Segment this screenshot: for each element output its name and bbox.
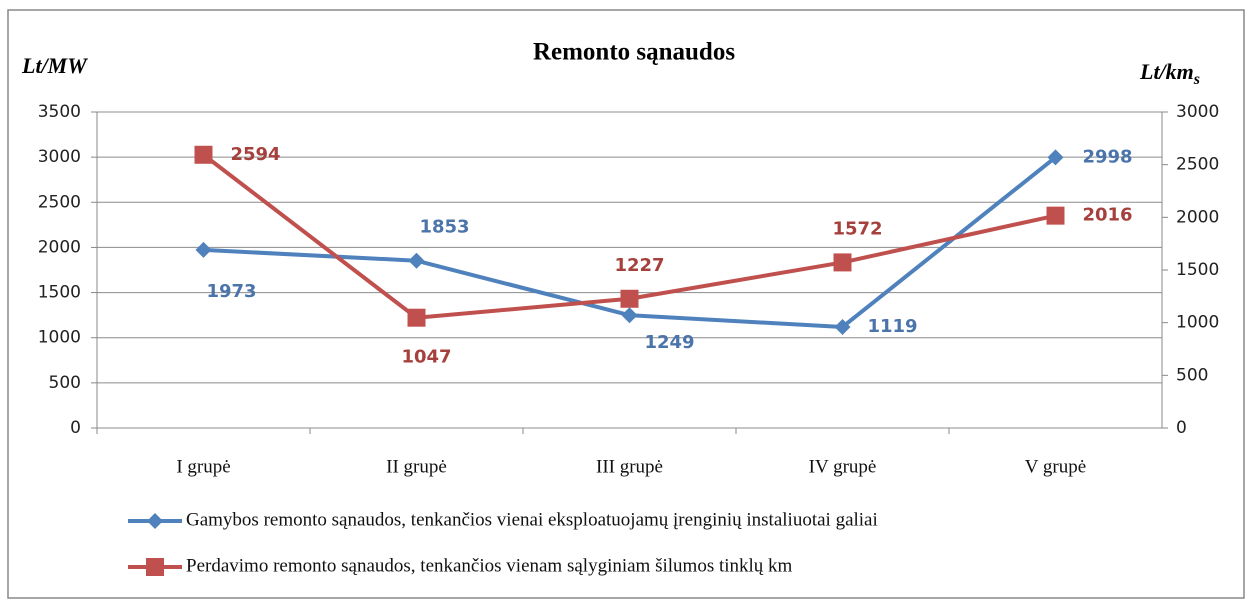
- y2-tick-label: 2500: [1176, 155, 1219, 175]
- x-tick-label: IV grupė: [809, 456, 877, 477]
- data-label: 1227: [614, 255, 664, 276]
- legend-marker: [147, 513, 163, 529]
- legend-marker: [146, 558, 164, 576]
- y2-tick-label: 0: [1176, 418, 1187, 438]
- y-tick-label: 3500: [38, 102, 81, 122]
- y2-tick-label: 500: [1176, 365, 1208, 385]
- y2-tick-label: 2000: [1176, 207, 1219, 227]
- data-label: 2016: [1082, 205, 1132, 226]
- legend-label: Gamybos remonto sąnaudos, tenkančios vie…: [186, 509, 878, 530]
- data-label: 2998: [1082, 146, 1132, 167]
- data-label: 2594: [230, 144, 280, 165]
- y-tick-label: 3000: [38, 147, 81, 167]
- y-tick-label: 2500: [38, 192, 81, 212]
- y2-axis-label-sub: s: [1193, 71, 1200, 88]
- point-marker: [620, 289, 639, 308]
- point-marker: [1046, 206, 1065, 225]
- data-label: 1973: [206, 281, 256, 302]
- x-tick-label: III grupė: [596, 456, 663, 477]
- point-marker: [407, 308, 426, 327]
- x-tick-label: I grupė: [176, 456, 230, 477]
- y2-tick-label: 3000: [1176, 102, 1219, 122]
- y-tick-label: 500: [49, 373, 81, 393]
- x-tick-label: V grupė: [1025, 456, 1086, 477]
- y2-tick-label: 1500: [1176, 260, 1219, 280]
- point-marker: [1047, 149, 1064, 166]
- y2-axis-label-main: Lt/km: [1139, 59, 1194, 84]
- point-marker: [195, 241, 212, 258]
- point-marker: [408, 252, 425, 269]
- data-label: 1572: [832, 218, 882, 239]
- data-label: 1119: [867, 316, 917, 337]
- y-tick-label: 0: [70, 418, 81, 438]
- y-tick-label: 1000: [38, 328, 81, 348]
- data-label: 1249: [644, 332, 694, 353]
- point-marker: [194, 145, 213, 164]
- chart-title: Remonto sąnaudos: [533, 39, 735, 66]
- y2-tick-label: 1000: [1176, 313, 1219, 333]
- data-label: 1047: [401, 347, 451, 368]
- data-label: 1853: [419, 217, 469, 238]
- point-marker: [834, 318, 851, 335]
- y-tick-label: 1500: [38, 283, 81, 303]
- point-marker: [833, 253, 852, 272]
- point-marker: [621, 307, 638, 324]
- y-axis-label: Lt/MW: [21, 53, 88, 78]
- y2-axis-label: Lt/kms: [1139, 59, 1200, 88]
- y-tick-label: 2000: [38, 237, 81, 257]
- x-tick-label: II grupė: [386, 456, 447, 477]
- legend-label: Perdavimo remonto sąnaudos, tenkančios v…: [186, 555, 793, 576]
